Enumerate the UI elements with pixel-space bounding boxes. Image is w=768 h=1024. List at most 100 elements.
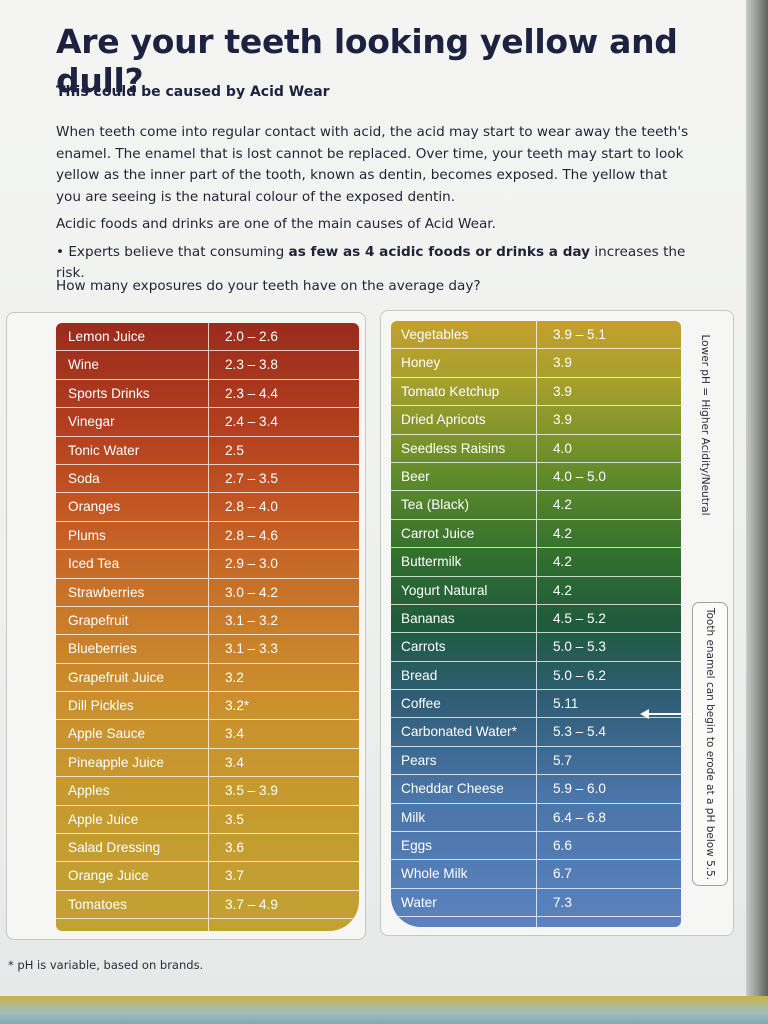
- ph-value: 2.9 – 3.0: [225, 556, 278, 572]
- ph-value: 2.4 – 3.4: [225, 414, 278, 430]
- table-row: Bananas 4.5 – 5.2: [391, 604, 681, 634]
- ph-value: 4.2: [553, 554, 572, 570]
- food-name: Strawberries: [56, 578, 209, 606]
- food-name: Soda: [56, 464, 209, 493]
- ph-value: 2.3 – 3.8: [225, 357, 278, 373]
- food-name: Tea (Black): [391, 491, 537, 519]
- food-name: Seedless Raisins: [391, 434, 537, 462]
- table-row: Soda 2.7 – 3.5: [56, 464, 359, 494]
- food-name: Tonic Water: [56, 436, 209, 464]
- table-row: Tomato Ketchup 3.9: [391, 377, 681, 407]
- left-arrow-icon: [640, 709, 694, 719]
- ph-value: 5.0 – 5.3: [553, 639, 606, 655]
- ph-value: 2.3 – 4.4: [225, 385, 278, 401]
- ph-value: 2.8 – 4.6: [225, 527, 278, 543]
- food-name: Whole Milk: [391, 860, 537, 888]
- table-row: Apples 3.5 – 3.9: [56, 777, 359, 806]
- food-name: Milk: [391, 803, 537, 832]
- ph-value: 2.7 – 3.5: [225, 470, 278, 486]
- food-name: Oranges: [56, 493, 209, 521]
- table-row: Wine 2.3 – 3.8: [56, 351, 359, 380]
- risk-bullet-emphasis: as few as 4 acidic foods or drinks a day: [288, 243, 591, 260]
- table-row: Whole Milk 6.7: [391, 860, 681, 889]
- ph-value: 3.9: [553, 412, 572, 428]
- table-row: Plums 2.8 – 4.6: [56, 521, 359, 551]
- ph-value: 7.3: [553, 894, 572, 910]
- food-name: Lemon Juice: [56, 323, 209, 351]
- ph-value: 4.2: [553, 525, 572, 541]
- table-row: Tonic Water 2.5: [56, 436, 359, 465]
- food-name: Honey: [391, 349, 537, 377]
- food-name: Apple Juice: [56, 805, 209, 834]
- page-subtitle: This could be caused by Acid Wear: [56, 84, 330, 100]
- table-row: Seedless Raisins 4.0: [391, 434, 681, 463]
- ph-value: 2.5: [225, 442, 244, 458]
- food-name: Tomatoes: [56, 890, 209, 919]
- page-title: Are your teeth looking yellow and dull?: [56, 22, 678, 100]
- food-name: Grapefruit: [56, 606, 209, 635]
- table-row: Sports Drinks 2.3 – 4.4: [56, 379, 359, 409]
- risk-bullet: • Experts believe that consuming as few …: [56, 242, 696, 285]
- ph-value: 3.9 – 5.1: [553, 327, 606, 342]
- food-name: Iced Tea: [56, 550, 209, 578]
- table-row: Vinegar 2.4 – 3.4: [56, 408, 359, 437]
- food-name: Salad Dressing: [56, 834, 209, 862]
- ph-value: [537, 917, 553, 927]
- table-row: Iced Tea 2.9 – 3.0: [56, 550, 359, 579]
- table-row: Yogurt Natural 4.2: [391, 576, 681, 605]
- ph-value: 2.0 – 2.6: [225, 329, 278, 344]
- food-name: Orange Juice: [56, 862, 209, 890]
- table-row: Buttermilk 4.2: [391, 548, 681, 577]
- food-name: [56, 919, 209, 931]
- ph-value: 6.6: [553, 838, 572, 854]
- acidic-foods-panel: Lemon Juice 2.0 – 2.6 Wine 2.3 – 3.8 Sports …: [6, 312, 366, 940]
- table-row: Vegetables 3.9 – 5.1: [391, 321, 681, 350]
- food-name: Buttermilk: [391, 548, 537, 576]
- ph-value: 6.4 – 6.8: [553, 809, 606, 825]
- food-name: Bread: [391, 661, 537, 690]
- page-edge: [746, 0, 768, 1024]
- ph-value: 2.8 – 4.0: [225, 499, 278, 515]
- table-row: Water 7.3: [391, 888, 681, 918]
- ph-value: 3.9: [553, 355, 572, 371]
- acidic-foods-table: Lemon Juice 2.0 – 2.6 Wine 2.3 – 3.8 Sports …: [56, 323, 359, 931]
- table-row: Beer 4.0 – 5.0: [391, 462, 681, 492]
- bottom-color-strip: [0, 996, 768, 1024]
- ph-value: 3.6: [225, 840, 244, 856]
- food-name: Bananas: [391, 604, 537, 633]
- food-name: Vegetables: [391, 321, 537, 349]
- table-row: Pineapple Juice 3.4: [56, 748, 359, 778]
- ph-value: 5.9 – 6.0: [553, 781, 606, 797]
- ph-value: 4.5 – 5.2: [553, 610, 606, 626]
- ph-value: 4.0: [553, 440, 572, 456]
- exposure-question: How many exposures do your teeth have on…: [56, 278, 481, 294]
- intro-paragraph-2: Acidic foods and drinks are one of the m…: [56, 216, 496, 232]
- ph-value: 4.2: [553, 497, 572, 513]
- food-name: Sports Drinks: [56, 379, 209, 408]
- ph-value: 3.7: [225, 868, 244, 884]
- ph-value: 3.4: [225, 726, 244, 742]
- table-row: Dill Pickles 3.2*: [56, 692, 359, 721]
- table-row: Strawberries 3.0 – 4.2: [56, 578, 359, 607]
- table-row: [391, 917, 681, 927]
- table-row: Tomatoes 3.7 – 4.9: [56, 890, 359, 920]
- food-name: Pineapple Juice: [56, 748, 209, 777]
- ph-value: 3.7 – 4.9: [225, 896, 278, 912]
- table-row: Grapefruit Juice 3.2: [56, 663, 359, 693]
- table-row: Salad Dressing 3.6: [56, 834, 359, 863]
- food-name: Dill Pickles: [56, 692, 209, 720]
- risk-bullet-suffix: increases the risk.: [56, 243, 686, 282]
- table-row: Cheddar Cheese 5.9 – 6.0: [391, 775, 681, 804]
- ph-value: 3.9: [553, 383, 572, 399]
- leaflet-page: Are your teeth looking yellow and dull? …: [0, 0, 752, 1000]
- ph-value: 3.2: [225, 669, 244, 685]
- ph-value: 5.3 – 5.4: [553, 724, 606, 740]
- table-row: Carbonated Water* 5.3 – 5.4: [391, 718, 681, 747]
- food-name: Beer: [391, 462, 537, 491]
- acidity-axis-label-right: Lower pH = Higher Acidity/Neutral: [690, 330, 720, 520]
- footnote: * pH is variable, based on brands.: [8, 958, 204, 972]
- table-row: Apple Sauce 3.4: [56, 720, 359, 749]
- table-row: Coffee 5.11: [391, 690, 681, 719]
- table-row: Oranges 2.8 – 4.0: [56, 493, 359, 522]
- food-name: Blueberries: [56, 635, 209, 663]
